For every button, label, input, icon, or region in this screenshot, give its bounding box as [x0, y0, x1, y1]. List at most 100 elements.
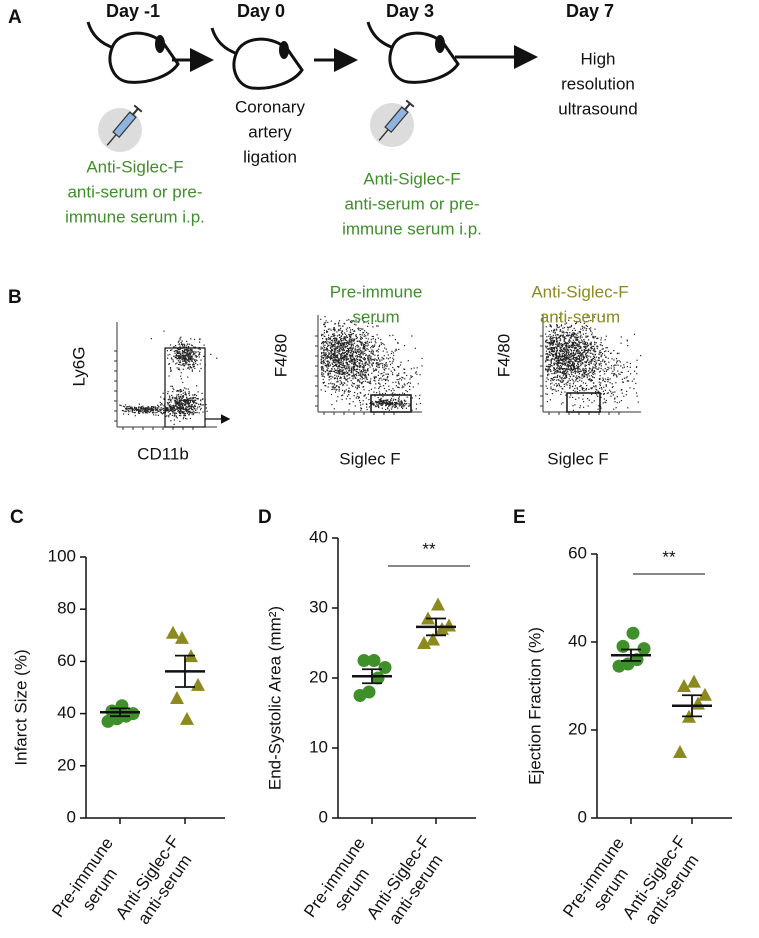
event-dot: [578, 365, 580, 367]
event-dot: [349, 348, 351, 350]
event-dot: [339, 347, 341, 349]
event-dot: [573, 347, 575, 349]
event-dot: [569, 362, 571, 364]
event-dot: [168, 416, 170, 418]
data-point: [417, 636, 431, 649]
event-dot: [561, 362, 563, 364]
event-dot: [190, 399, 192, 401]
event-dot: [180, 375, 182, 377]
event-dot: [165, 415, 167, 418]
event-dot: [555, 357, 557, 359]
event-dot: [556, 324, 558, 326]
event-dot: [183, 363, 185, 365]
event-dot: [174, 399, 176, 401]
event-dot: [169, 344, 172, 346]
event-dot: [560, 365, 563, 368]
event-dot: [580, 334, 582, 336]
data-point: [673, 745, 687, 758]
event-dot: [188, 414, 190, 416]
event-dot: [363, 366, 365, 368]
event-dot: [565, 359, 567, 362]
event-dot: [343, 344, 345, 346]
event-dot: [396, 379, 398, 381]
event-dot: [180, 406, 183, 408]
event-dot: [365, 378, 367, 380]
event-dot: [579, 337, 581, 339]
event-dot: [321, 353, 323, 355]
event-dot: [342, 349, 344, 351]
event-dot: [352, 368, 354, 370]
event-dot: [181, 408, 183, 410]
event-dot: [573, 357, 575, 359]
event-dot: [160, 407, 162, 409]
event-dot: [363, 378, 365, 380]
event-dot: [346, 350, 348, 352]
event-dot: [190, 406, 193, 408]
event-dot: [324, 349, 326, 351]
event-dot: [599, 370, 601, 372]
event-dot: [581, 353, 583, 355]
event-dot: [179, 337, 181, 339]
event-dot: [572, 346, 574, 348]
event-dot: [131, 409, 134, 411]
event-dot: [566, 335, 568, 337]
event-dot: [393, 389, 395, 391]
event-dot: [584, 370, 586, 372]
event-dot: [580, 363, 582, 365]
event-dot: [561, 324, 563, 326]
event-dot: [592, 335, 594, 337]
event-dot: [345, 370, 347, 372]
event-dot: [176, 407, 178, 409]
event-dot: [181, 350, 183, 352]
event-dot: [370, 383, 372, 385]
event-dot: [406, 403, 408, 405]
event-dot: [604, 389, 606, 391]
step-text: artery: [248, 122, 292, 141]
event-dot: [147, 406, 149, 408]
event-dot: [172, 406, 174, 409]
event-dot: [394, 339, 396, 341]
event-dot: [321, 365, 323, 368]
event-dot: [338, 340, 340, 342]
event-dot: [586, 374, 588, 376]
event-dot: [606, 347, 608, 349]
event-dot: [357, 397, 359, 399]
event-dot: [635, 382, 637, 384]
event-dot: [633, 333, 636, 335]
event-dot: [186, 360, 189, 362]
event-dot: [562, 388, 564, 390]
event-dot: [334, 346, 336, 348]
event-dot: [331, 349, 334, 351]
event-dot: [559, 329, 561, 331]
event-dot: [563, 360, 565, 362]
event-dot: [592, 360, 594, 362]
event-dot: [337, 344, 339, 346]
event-dot: [398, 401, 400, 403]
event-dot: [605, 385, 607, 387]
event-dot: [613, 365, 615, 367]
event-dot: [611, 358, 613, 360]
significance-label: **: [422, 539, 436, 558]
event-dot: [603, 360, 606, 362]
event-dot: [185, 401, 187, 403]
event-dot: [570, 334, 572, 336]
event-dot: [566, 334, 569, 336]
event-dot: [372, 368, 374, 370]
event-dot: [368, 390, 370, 392]
event-dot: [187, 398, 189, 400]
event-dot: [589, 350, 592, 352]
event-dot: [563, 339, 565, 341]
event-dot: [545, 358, 547, 360]
event-dot: [585, 352, 587, 354]
event-dot: [586, 321, 588, 323]
event-dot: [370, 352, 372, 354]
event-dot: [193, 400, 195, 403]
event-dot: [326, 338, 328, 340]
event-dot: [172, 405, 174, 407]
event-dot: [388, 401, 390, 403]
event-dot: [398, 372, 400, 375]
event-dot: [365, 349, 367, 351]
event-dot: [356, 393, 359, 395]
event-dot: [347, 349, 350, 351]
event-dot: [559, 375, 561, 377]
